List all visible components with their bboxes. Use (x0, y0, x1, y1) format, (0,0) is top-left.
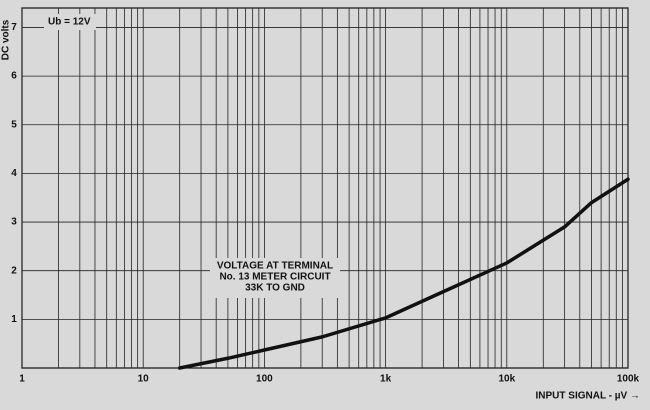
annotation: No. 13 METER CIRCUIT (219, 272, 330, 283)
y-tick-label: 3 (11, 217, 17, 228)
x-tick-label: 1 (19, 374, 25, 385)
x-axis-label: INPUT SIGNAL - µV → (536, 391, 640, 402)
y-tick-label: 5 (11, 119, 17, 130)
y-tick-label: 1 (11, 314, 17, 325)
data-line (177, 177, 630, 370)
y-axis-label: DC volts (1, 19, 12, 60)
y-tick-label: 2 (11, 265, 17, 276)
y-tick-label: 6 (11, 71, 17, 82)
annotation: 33K TO GND (245, 283, 305, 294)
x-tick-label: 100 (256, 374, 273, 385)
x-tick-label: 10 (138, 374, 150, 385)
annotation: Ub = 12V (48, 17, 91, 28)
annotation: VOLTAGE AT TERMINAL (217, 261, 333, 272)
x-tick-label: 1k (380, 374, 392, 385)
x-tick-label: 10k (498, 374, 515, 385)
annotation-bg (210, 258, 340, 298)
y-tick-label: 4 (11, 168, 17, 179)
annotation-bg (44, 14, 96, 30)
x-tick-label: 100k (617, 374, 640, 385)
y-tick-label: 7 (11, 22, 17, 33)
